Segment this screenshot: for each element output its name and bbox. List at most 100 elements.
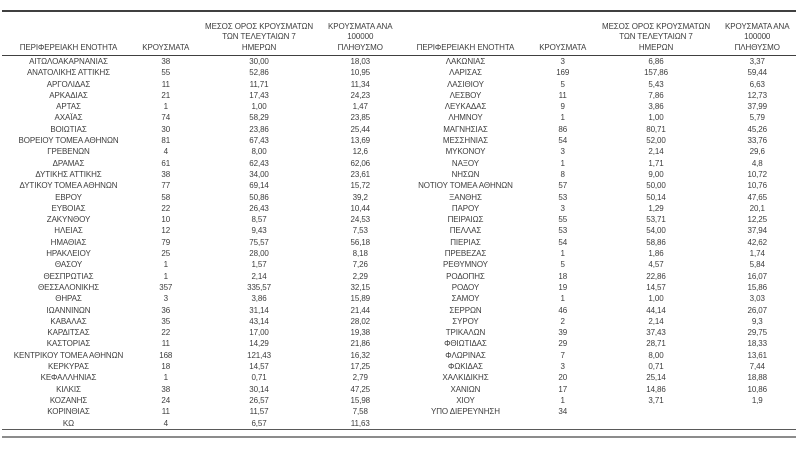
- avg7-cell: 14,86: [646, 384, 666, 394]
- per100k-cell: 29,6: [749, 147, 765, 157]
- avg7-cell: 22,86: [646, 271, 666, 281]
- avg7-cell: 11,71: [249, 79, 269, 89]
- region-cell: ΔΥΤΙΚΟΥ ΤΟΜΕΑ ΑΘΗΝΩΝ: [19, 181, 118, 191]
- table-rows: ΑΙΤΩΛΟΑΚΑΡΝΑΝΙΑΣ 38 30,00 18,03 ΛΑΚΩΝΙΑΣ 3 6,8…: [2, 56, 796, 430]
- avg7-cell: 17,43: [249, 90, 269, 100]
- avg7-cell: 6,57: [251, 418, 267, 428]
- region-cell: ΥΠΟ ΔΙΕΡΕΥΝΗΣΗ: [431, 407, 500, 417]
- per100k-cell: 32,15: [350, 282, 371, 292]
- region-cell: ΛΑΣΙΘΙΟΥ: [447, 79, 484, 89]
- cases-cell: 1: [163, 260, 168, 270]
- region-cell: ΒΟΙΩΤΙΑΣ: [50, 124, 87, 134]
- region-cell: ΡΟΔΟΥ: [451, 282, 480, 292]
- region-cell: ΑΙΤΩΛΟΑΚΑΡΝΑΝΙΑΣ: [29, 57, 108, 66]
- table-header-row: ΠΕΡΙΦΕΡΕΙΑΚΗ ΕΝΟΤΗΤΑ ΚΡΟΥΣΜΑΤΑ ΜΕΣΟΣ ΟΡΟ…: [2, 12, 796, 56]
- per100k-cell: 47,65: [747, 192, 767, 202]
- avg7-cell: 7,86: [648, 90, 664, 100]
- cases-cell: 3: [560, 57, 565, 66]
- cases-cell: 57: [558, 181, 568, 191]
- per100k-cell: 15,86: [747, 282, 767, 292]
- cases-cell: 3: [560, 203, 565, 213]
- avg7-cell: 43,14: [249, 316, 269, 326]
- per100k-cell: 12,25: [747, 215, 767, 225]
- avg7-cell: 28,00: [249, 249, 269, 259]
- avg7-cell: 28,71: [646, 339, 666, 349]
- per100k-cell: 29,75: [747, 328, 767, 338]
- avg7-cell: 11,57: [249, 407, 269, 417]
- avg7-cell: [593, 418, 718, 429]
- per100k-cell: 12,73: [747, 90, 767, 100]
- table-row: ΚΑΣΤΟΡΙΑΣ 11 14,29 21,86 ΦΘΙΩΤΙΔΑΣ 29 28,71 18,…: [2, 338, 796, 349]
- table-row: ΕΒΡΟΥ 58 50,86 39,2 ΞΑΝΘΗΣ 53 50,14 47,65: [2, 192, 796, 203]
- per100k-cell: 11,63: [350, 418, 370, 428]
- per100k-cell: 20,1: [749, 203, 765, 213]
- avg7-cell: 8,00: [251, 147, 267, 157]
- per100k-cell: 21,44: [350, 305, 371, 315]
- table-row: ΙΩΑΝΝΙΝΩΝ 36 31,14 21,44 ΣΕΡΡΩΝ 46 44,14 26,07: [2, 305, 796, 316]
- per100k-cell: 24,53: [350, 215, 371, 225]
- table-row: ΗΛΕΙΑΣ 12 9,43 7,53 ΠΕΛΛΑΣ 53 54,00 37,94: [2, 225, 796, 236]
- avg7-cell: 58,29: [249, 113, 269, 123]
- region-cell: ΗΜΑΘΙΑΣ: [50, 237, 87, 247]
- avg7-cell: 2,14: [648, 147, 664, 157]
- avg7-cell: 2,14: [251, 271, 267, 281]
- cases-cell: 1: [560, 113, 565, 123]
- cases-cell: 58: [161, 192, 171, 202]
- per100k-cell: 37,99: [747, 102, 767, 112]
- cases-cell: 11: [161, 407, 170, 417]
- cases-cell: 21: [161, 90, 171, 100]
- cases-cell: 357: [159, 282, 173, 292]
- cases-cell: 39: [558, 328, 568, 338]
- per100k-cell: 47,25: [350, 384, 371, 394]
- per100k-cell: [719, 418, 796, 429]
- avg7-cell: 3,71: [648, 395, 664, 405]
- cases-cell: 1: [560, 294, 565, 304]
- table-row: ΖΑΚΥΝΘΟΥ 10 8,57 24,53 ΠΕΙΡΑΙΩΣ 55 53,71 12,25: [2, 214, 796, 225]
- per100k-cell: [719, 406, 796, 417]
- cases-cell: 11: [161, 339, 170, 349]
- avg7-cell: 69,14: [249, 181, 269, 191]
- per100k-cell: 21,86: [350, 339, 371, 349]
- per100k-cell: 39,2: [352, 192, 368, 202]
- cases-cell: 54: [558, 237, 568, 247]
- cases-cell: 169: [556, 68, 570, 78]
- avg7-cell: 3,86: [648, 102, 664, 112]
- cases-cell: 4: [163, 418, 168, 428]
- per100k-cell: 25,44: [350, 124, 371, 134]
- region-cell: ΘΕΣΣΑΛΟΝΙΚΗΣ: [37, 282, 100, 292]
- cases-cell: 4: [163, 147, 168, 157]
- region-cell: ΚΟΖΑΝΗΣ: [49, 395, 88, 405]
- region-cell: ΠΕΙΡΑΙΩΣ: [447, 215, 484, 225]
- per100k-cell: 62,06: [350, 158, 371, 168]
- per100k-cell: 18,33: [747, 339, 767, 349]
- avg7-cell: 50,86: [249, 192, 269, 202]
- cases-cell: 38: [161, 384, 171, 394]
- table-row: ΚΕΦΑΛΛΗΝΙΑΣ 1 0,71 2,79 ΧΑΛΚΙΔΙΚΗΣ 20 25,14 18,…: [2, 372, 796, 383]
- per100k-cell: 10,72: [747, 169, 767, 179]
- region-cell: ΝΗΣΩΝ: [451, 169, 480, 179]
- per100k-cell: 2,79: [352, 373, 368, 383]
- region-cell: ΣΥΡΟΥ: [452, 316, 479, 326]
- region-cell: ΗΡΑΚΛΕΙΟΥ: [46, 249, 91, 259]
- avg7-cell: 1,57: [251, 260, 267, 270]
- per100k-cell: 23,85: [350, 113, 371, 123]
- region-cell: ΗΛΕΙΑΣ: [54, 226, 83, 236]
- avg7-cell: 54,00: [646, 226, 666, 236]
- cases-cell: 34: [558, 407, 568, 417]
- per100k-cell: 5,84: [749, 260, 765, 270]
- bottom-rule: [2, 435, 796, 438]
- avg7-cell: 23,86: [249, 124, 269, 134]
- cases-cell: 9: [560, 102, 565, 112]
- region-cell: ΛΕΣΒΟΥ: [449, 90, 482, 100]
- region-cell: ΕΥΒΟΙΑΣ: [51, 203, 86, 213]
- per100k-cell: 1,74: [749, 249, 765, 259]
- table-row: ΚΕΝΤΡΙΚΟΥ ΤΟΜΕΑ ΑΘΗΝΩΝ 168 121,43 16,32 ΦΛΩΡ…: [2, 350, 796, 361]
- per100k-cell: 15,98: [350, 395, 371, 405]
- per100k-header-left: ΚΡΟΥΣΜΑΤΑ ΑΝΑ 100000 ΠΛΗΘΥΣΜΟ: [328, 21, 393, 52]
- per100k-cell: 24,23: [350, 90, 371, 100]
- per100k-cell: 37,94: [747, 226, 767, 236]
- table-row: ΒΟΙΩΤΙΑΣ 30 23,86 25,44 ΜΑΓΝΗΣΙΑΣ 86 80,71 45,2…: [2, 124, 796, 135]
- region-cell: ΠΕΛΛΑΣ: [449, 226, 482, 236]
- cases-cell: 54: [558, 136, 568, 146]
- table-row: ΒΟΡΕΙΟΥ ΤΟΜΕΑ ΑΘΗΝΩΝ 81 67,43 13,69 ΜΕΣΣΗΝΙΑ…: [2, 135, 796, 146]
